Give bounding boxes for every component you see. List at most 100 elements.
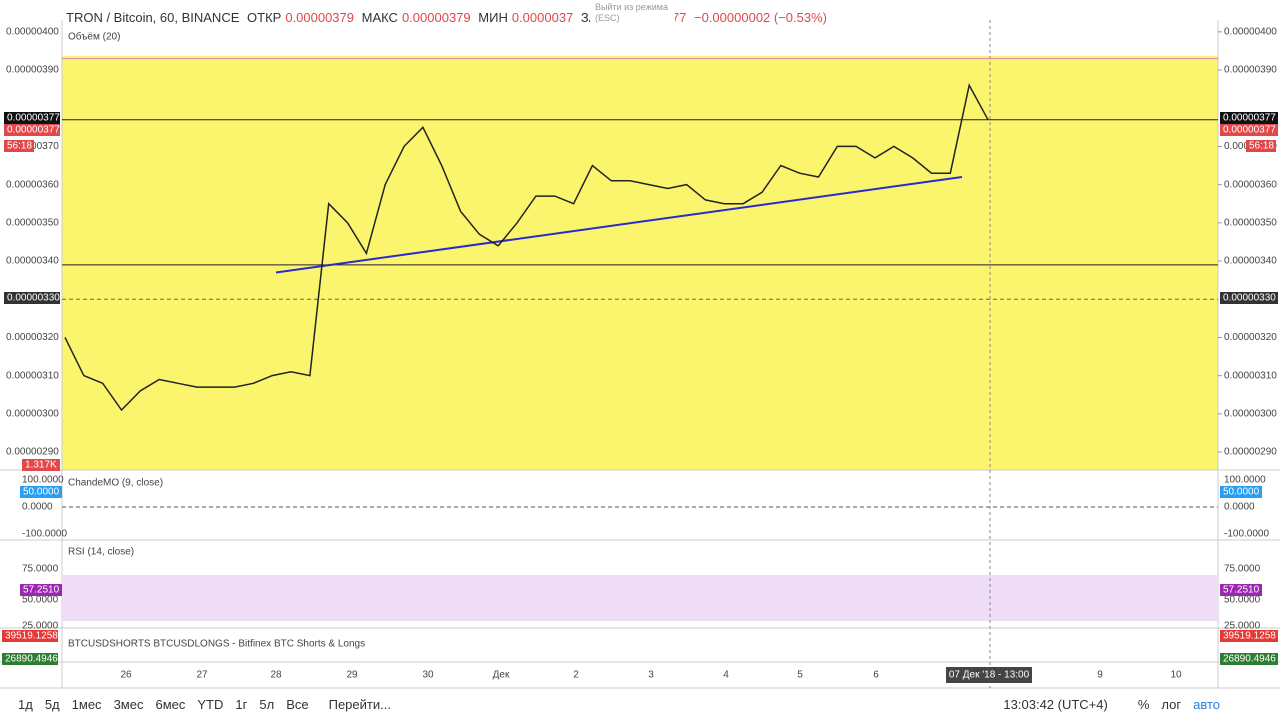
badge [1220, 653, 1278, 665]
percent-button[interactable]: % [1137, 697, 1150, 712]
badge-label: 1.317K [25, 460, 57, 471]
range-button[interactable]: 5л [259, 697, 275, 712]
cursor-label: 07 Дек '18 - 13:00 [949, 670, 1030, 681]
symbol[interactable]: TRON / Bitcoin, 60, BINANCE [66, 10, 240, 25]
badge-label: 39519.1258 [5, 631, 58, 642]
badge-label: 0.00000377 [1223, 125, 1276, 136]
y-tick-label: 0.00000340 [6, 256, 59, 267]
y-tick-label: 0.00000290 [1224, 447, 1277, 458]
x-tick-label: 10 [1170, 670, 1182, 681]
badge-label: 57.2510 [1223, 585, 1260, 596]
x-tick-label: 9 [1097, 670, 1103, 681]
y-tick-label: 0.00000290 [6, 447, 59, 458]
badge-label: 57.2510 [23, 585, 60, 596]
badge [4, 292, 60, 304]
badge [1220, 124, 1278, 136]
tick-label: 100.0000 [1224, 475, 1266, 486]
tooltip: Выйти из режима (ESC) [590, 0, 675, 26]
badge [2, 630, 58, 642]
badge [1220, 112, 1278, 124]
log-button[interactable]: лог [1161, 697, 1182, 712]
badge [1246, 140, 1276, 152]
high: 0.00000379 [401, 10, 471, 25]
price-pane [62, 56, 1218, 470]
tick-label: 100.0000 [22, 475, 64, 486]
y-tick-label: 0.00000390 [1224, 65, 1277, 76]
y-tick-label: 0.00000310 [6, 370, 59, 381]
y-tick-label: 0.00000350 [6, 217, 59, 228]
badge-label: 0.00000377 [7, 125, 60, 136]
panel-label: RSI (14, close) [68, 547, 134, 558]
price-line [64, 83, 989, 412]
trendline [275, 176, 963, 274]
badge [2, 653, 58, 665]
toolbar: 1д 5д 1мес 3мес 6мес YTD 1г 5л Все Перейти... 13:0… [0, 690, 1280, 719]
y-tick-label: 0.00000350 [1224, 217, 1277, 228]
tick-label: 50.0000 [1224, 595, 1261, 606]
badge-label: 0.00000377 [7, 113, 60, 124]
badge [4, 112, 60, 124]
tick-label: 25.0000 [1224, 621, 1261, 632]
change: −0.00000002 (−0.53%) [694, 10, 827, 25]
goto-button[interactable]: Перейти... [328, 697, 391, 712]
volume-label: Объём (20) [68, 31, 120, 43]
high-label: МАКС [361, 10, 398, 25]
badge-label: 26890.4946 [1223, 654, 1276, 665]
range-button[interactable]: 6мес [155, 697, 186, 712]
range-button[interactable]: 1г [235, 697, 248, 712]
auto-button[interactable]: авто [1193, 697, 1220, 712]
badge-label: 39519.1258 [1223, 631, 1276, 642]
range-button[interactable]: YTD [197, 697, 224, 712]
panel-label: ChandeMO (9, close) [68, 478, 163, 489]
tick-label: -100.0000 [22, 529, 67, 540]
range-button[interactable]: 1мес [71, 697, 102, 712]
x-tick-label: 29 [346, 670, 358, 681]
tick-label: 75.0000 [1224, 564, 1261, 575]
range-button[interactable]: 3мес [113, 697, 144, 712]
y-tick-label: 0.00000320 [1224, 332, 1277, 343]
x-tick-label: 26 [120, 670, 132, 681]
badge [1220, 486, 1262, 498]
y-tick-label: 0.00000400 [6, 26, 59, 37]
range-button[interactable]: Все [286, 697, 309, 712]
y-tick-label: 0.00000400 [1224, 26, 1277, 37]
badge-label: 0.00000330 [1223, 293, 1276, 304]
badge [4, 140, 34, 152]
badge [20, 486, 62, 498]
tick-label: -100.0000 [1224, 529, 1269, 540]
low: 0.0000037 [511, 10, 574, 25]
badge-label: 56:18 [1249, 141, 1274, 152]
y-tick-label: 0.00000340 [1224, 256, 1277, 267]
header: TRON / Bitcoin, 60, BINANCE ОТКР 0.000003… [66, 10, 831, 25]
y-tick-label: 0.00000390 [6, 65, 59, 76]
badge [1220, 630, 1278, 642]
clock[interactable]: 13:03:42 (UTC+4) [1003, 697, 1108, 712]
range-button[interactable]: 1д [18, 697, 33, 712]
tick-label: 75.0000 [22, 564, 59, 575]
badge [1220, 292, 1278, 304]
price-pane-top [62, 20, 1218, 56]
low-label: МИН [478, 10, 508, 25]
x-tick-label: 27 [196, 670, 208, 681]
badge-label: 0.00000330 [7, 293, 60, 304]
tick-label: 50.0000 [22, 595, 59, 606]
x-tick-label: 30 [422, 670, 434, 681]
badge-label: 0.00000377 [1223, 113, 1276, 124]
badge [1220, 584, 1262, 596]
y-tick-label: 0.00000300 [1224, 408, 1277, 419]
x-tick-label: Дек [493, 670, 510, 681]
tick-label: 0.0000 [1224, 502, 1255, 513]
y-tick-label: 0.00000360 [1224, 179, 1277, 190]
rsi-band [62, 575, 1218, 621]
x-tick-label: 3 [648, 670, 654, 681]
badge [4, 124, 60, 136]
x-tick-label: 28 [270, 670, 282, 681]
badge [22, 459, 60, 471]
range-button[interactable]: 5д [44, 697, 60, 712]
x-tick-label: 4 [723, 670, 729, 681]
badge-label: 26890.4946 [5, 654, 58, 665]
x-tick-label: 5 [797, 670, 803, 681]
y-tick-label: 0.00000310 [1224, 370, 1277, 381]
